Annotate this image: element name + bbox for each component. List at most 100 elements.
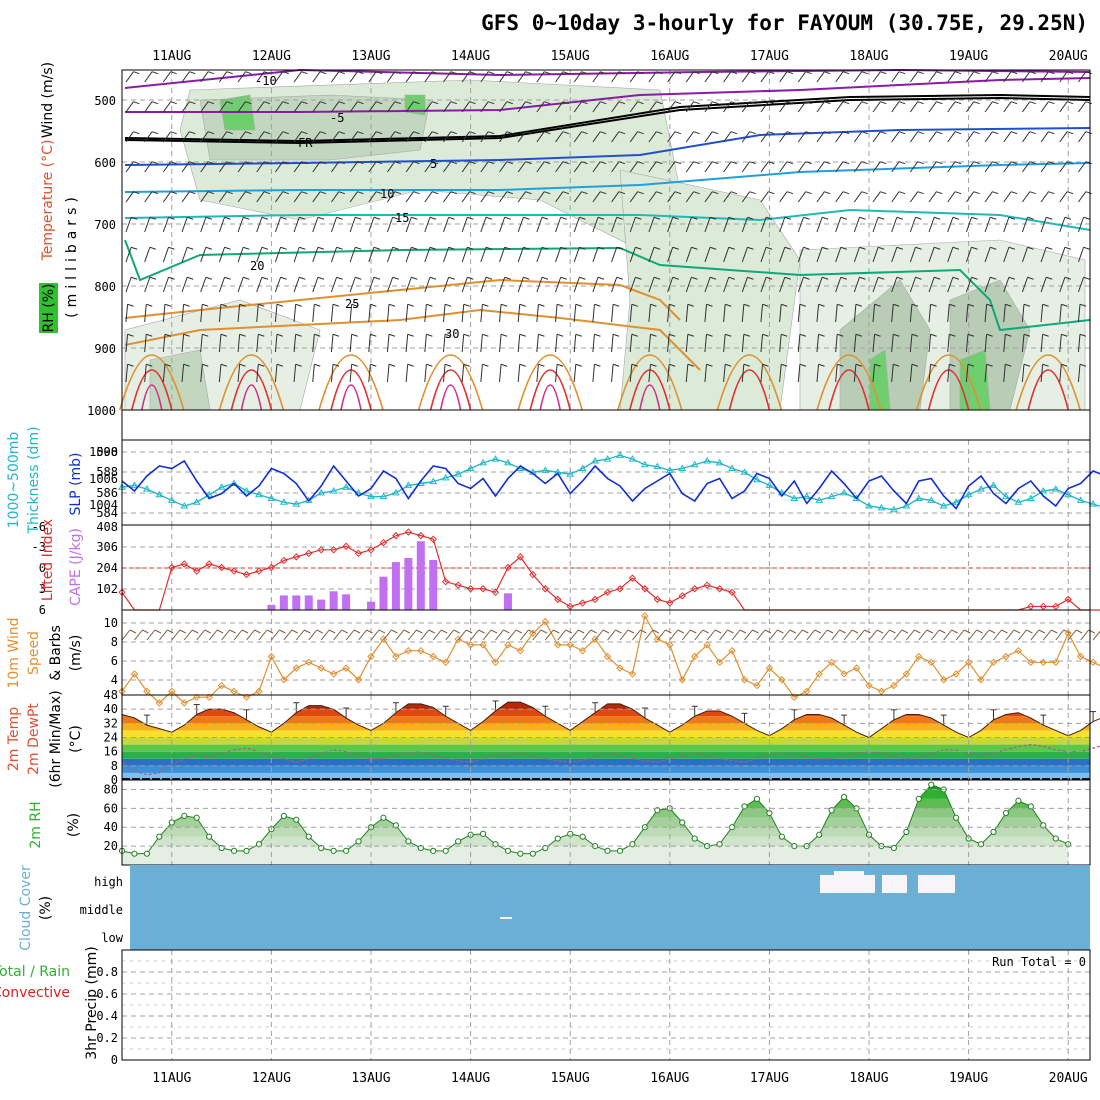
wind-barb-flag	[299, 216, 306, 220]
warm-isotherm	[131, 369, 173, 411]
wind-barb-staff	[629, 71, 639, 83]
wind-barb-flag	[183, 333, 190, 337]
wind-barb-staff	[424, 217, 431, 233]
wind-barb-staff	[517, 131, 526, 143]
wind-barb-staff	[517, 304, 521, 323]
wind-barb-flag	[988, 629, 996, 634]
wind-barb-flag	[712, 101, 719, 105]
wind-barb-staff	[891, 277, 898, 293]
wind-speed-point	[815, 670, 823, 678]
wind-barb-staff	[162, 277, 169, 293]
wind-barb-flag	[544, 131, 551, 135]
wind-barb-flag	[652, 629, 660, 634]
wind-barb	[1055, 629, 1065, 641]
wind-barb-flag	[799, 363, 807, 367]
wind-barb-staff	[237, 71, 246, 83]
precip-frame	[121, 949, 1091, 1061]
wind-speed-point	[840, 670, 848, 678]
rh-point	[218, 844, 225, 852]
wind-barb-staff	[592, 161, 601, 173]
wind-barb-staff	[144, 334, 147, 353]
lifted-index-point	[578, 599, 587, 607]
wind-barb-flag	[594, 303, 601, 307]
wind-barb-flag	[575, 303, 582, 307]
wind-barb-flag	[799, 333, 807, 337]
pressure-tick: 800	[94, 280, 116, 294]
high-cloud-block	[918, 875, 955, 893]
wind-barb-flag	[992, 71, 999, 75]
wind-barb-flag	[226, 71, 233, 75]
wind-barb	[905, 629, 915, 641]
wind-barb-staff	[218, 71, 228, 83]
wind-barb-staff	[181, 71, 190, 83]
wind-barb-staff	[125, 247, 132, 263]
high-cloud-block	[834, 871, 864, 877]
wind-barb-flag	[413, 161, 420, 165]
thickness-point	[504, 458, 512, 466]
wind-barb-flag	[1066, 161, 1074, 165]
wind-barb	[843, 629, 853, 641]
wind-barb-flag	[282, 191, 289, 195]
precip-axis-label: 3hr Precip (mm)	[84, 946, 100, 1059]
wind-barb	[781, 629, 791, 641]
wind-speed-point	[392, 652, 400, 661]
wind-barb-staff	[536, 71, 545, 83]
wind-barb-flag	[992, 131, 999, 135]
wind-barb-flag	[151, 161, 159, 165]
bottom-date-tick: 12AUG	[252, 1071, 291, 1086]
wind-barb-staff	[424, 131, 433, 143]
wind-barb-flag	[151, 71, 159, 75]
wind-barb-staff	[984, 277, 991, 293]
wind-barb-staff	[443, 101, 452, 113]
wind-barb-flag	[295, 303, 302, 307]
wind-barb-staff	[835, 247, 842, 263]
wind-barb-flag	[637, 101, 644, 105]
wind-barb-flag	[154, 629, 162, 634]
bottom-date-tick: 13AUG	[351, 1071, 390, 1086]
wind-barb-staff	[461, 304, 465, 323]
wind-speed-point	[155, 699, 164, 707]
wind-barb-flag	[712, 71, 719, 75]
rh-point	[828, 807, 835, 814]
wind-barb-staff	[312, 161, 321, 173]
wind-barb-flag	[245, 161, 252, 165]
wind-barb-flag	[336, 276, 343, 280]
wind-barb-flag	[893, 303, 900, 307]
wind-barb-staff	[387, 101, 396, 113]
wind-barb-flag	[915, 246, 922, 250]
wind-barb-flag	[600, 191, 607, 195]
wind-barb-flag	[316, 629, 323, 634]
wind-barb-staff	[480, 161, 489, 173]
wind-speed-point	[168, 687, 176, 696]
wind-barb-staff	[162, 101, 172, 113]
wind-barb-staff	[835, 304, 838, 323]
thickness-point	[279, 498, 288, 505]
rh-point	[1015, 797, 1022, 804]
wind-barb-flag	[597, 216, 605, 220]
wind-barb	[395, 629, 405, 641]
wind-barb-flag	[936, 191, 943, 195]
thickness-point	[367, 492, 375, 500]
wind-barb-staff	[480, 191, 489, 203]
cloud-level-middle: middle	[80, 903, 123, 917]
temp2m-label-3: (6hr Min/Max)	[48, 690, 64, 787]
wind-barb-staff	[685, 277, 692, 293]
wind-barb-flag	[855, 303, 863, 307]
wind-barb-flag	[818, 333, 825, 337]
thickness-point	[665, 466, 674, 473]
wind-speed-point	[865, 681, 873, 690]
thickness-point	[952, 498, 961, 505]
wind-barb-flag	[814, 629, 821, 634]
thickness-point	[1002, 492, 1010, 500]
wind-barb-flag	[485, 246, 493, 250]
wind-barb-staff	[555, 217, 562, 233]
wind-barb-staff	[816, 71, 825, 83]
wind-barb-flag	[355, 246, 362, 250]
thickness-point	[1089, 500, 1097, 507]
thickness-point	[840, 488, 848, 496]
wind-barb-flag	[469, 131, 476, 135]
wind-barb-staff	[760, 334, 764, 353]
thickness-point	[591, 457, 599, 464]
wind-barb-staff	[648, 131, 657, 143]
wind-barb-flag	[224, 276, 231, 280]
